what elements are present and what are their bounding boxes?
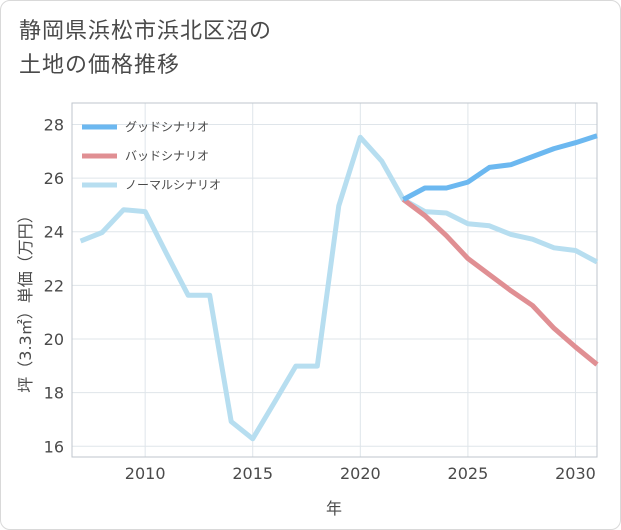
legend-label: グッドシナリオ	[125, 120, 209, 134]
chart-title: 静岡県浜松市浜北区沼の 土地の価格推移	[19, 15, 272, 83]
tick-labels: 2010 2015 2020 2025 2030 16 18 20 22 24 26 28	[44, 115, 596, 483]
x-tick-label: 2020	[340, 464, 381, 483]
y-tick-label: 18	[44, 384, 64, 403]
x-tick-label: 2025	[448, 464, 489, 483]
legend-label: バッドシナリオ	[125, 149, 209, 163]
y-axis-title: 坪（3.3㎡）単価（万円）	[16, 207, 35, 392]
series-line-1	[402, 133, 598, 202]
chart-title-line-2: 土地の価格推移	[19, 53, 181, 78]
x-tick-label: 2015	[232, 464, 273, 483]
y-tick-label: 28	[44, 115, 64, 134]
y-tick-label: 26	[44, 169, 64, 188]
series-line-3	[79, 134, 599, 442]
y-tick-label: 20	[44, 330, 64, 349]
y-tick-label: 22	[44, 276, 64, 295]
series-line-2	[401, 197, 599, 367]
y-tick-label: 16	[44, 437, 64, 456]
chart-title-line-1: 静岡県浜松市浜北区沼の	[19, 19, 273, 44]
y-tick-label: 24	[44, 223, 64, 242]
x-tick-label: 2010	[125, 464, 166, 483]
series-lines	[79, 133, 599, 442]
x-axis-title: 年	[326, 499, 342, 518]
plot-frame	[71, 102, 598, 458]
x-tick-label: 2030	[555, 464, 596, 483]
grid-lines	[72, 103, 597, 457]
legend-label: ノーマルシナリオ	[125, 178, 221, 192]
